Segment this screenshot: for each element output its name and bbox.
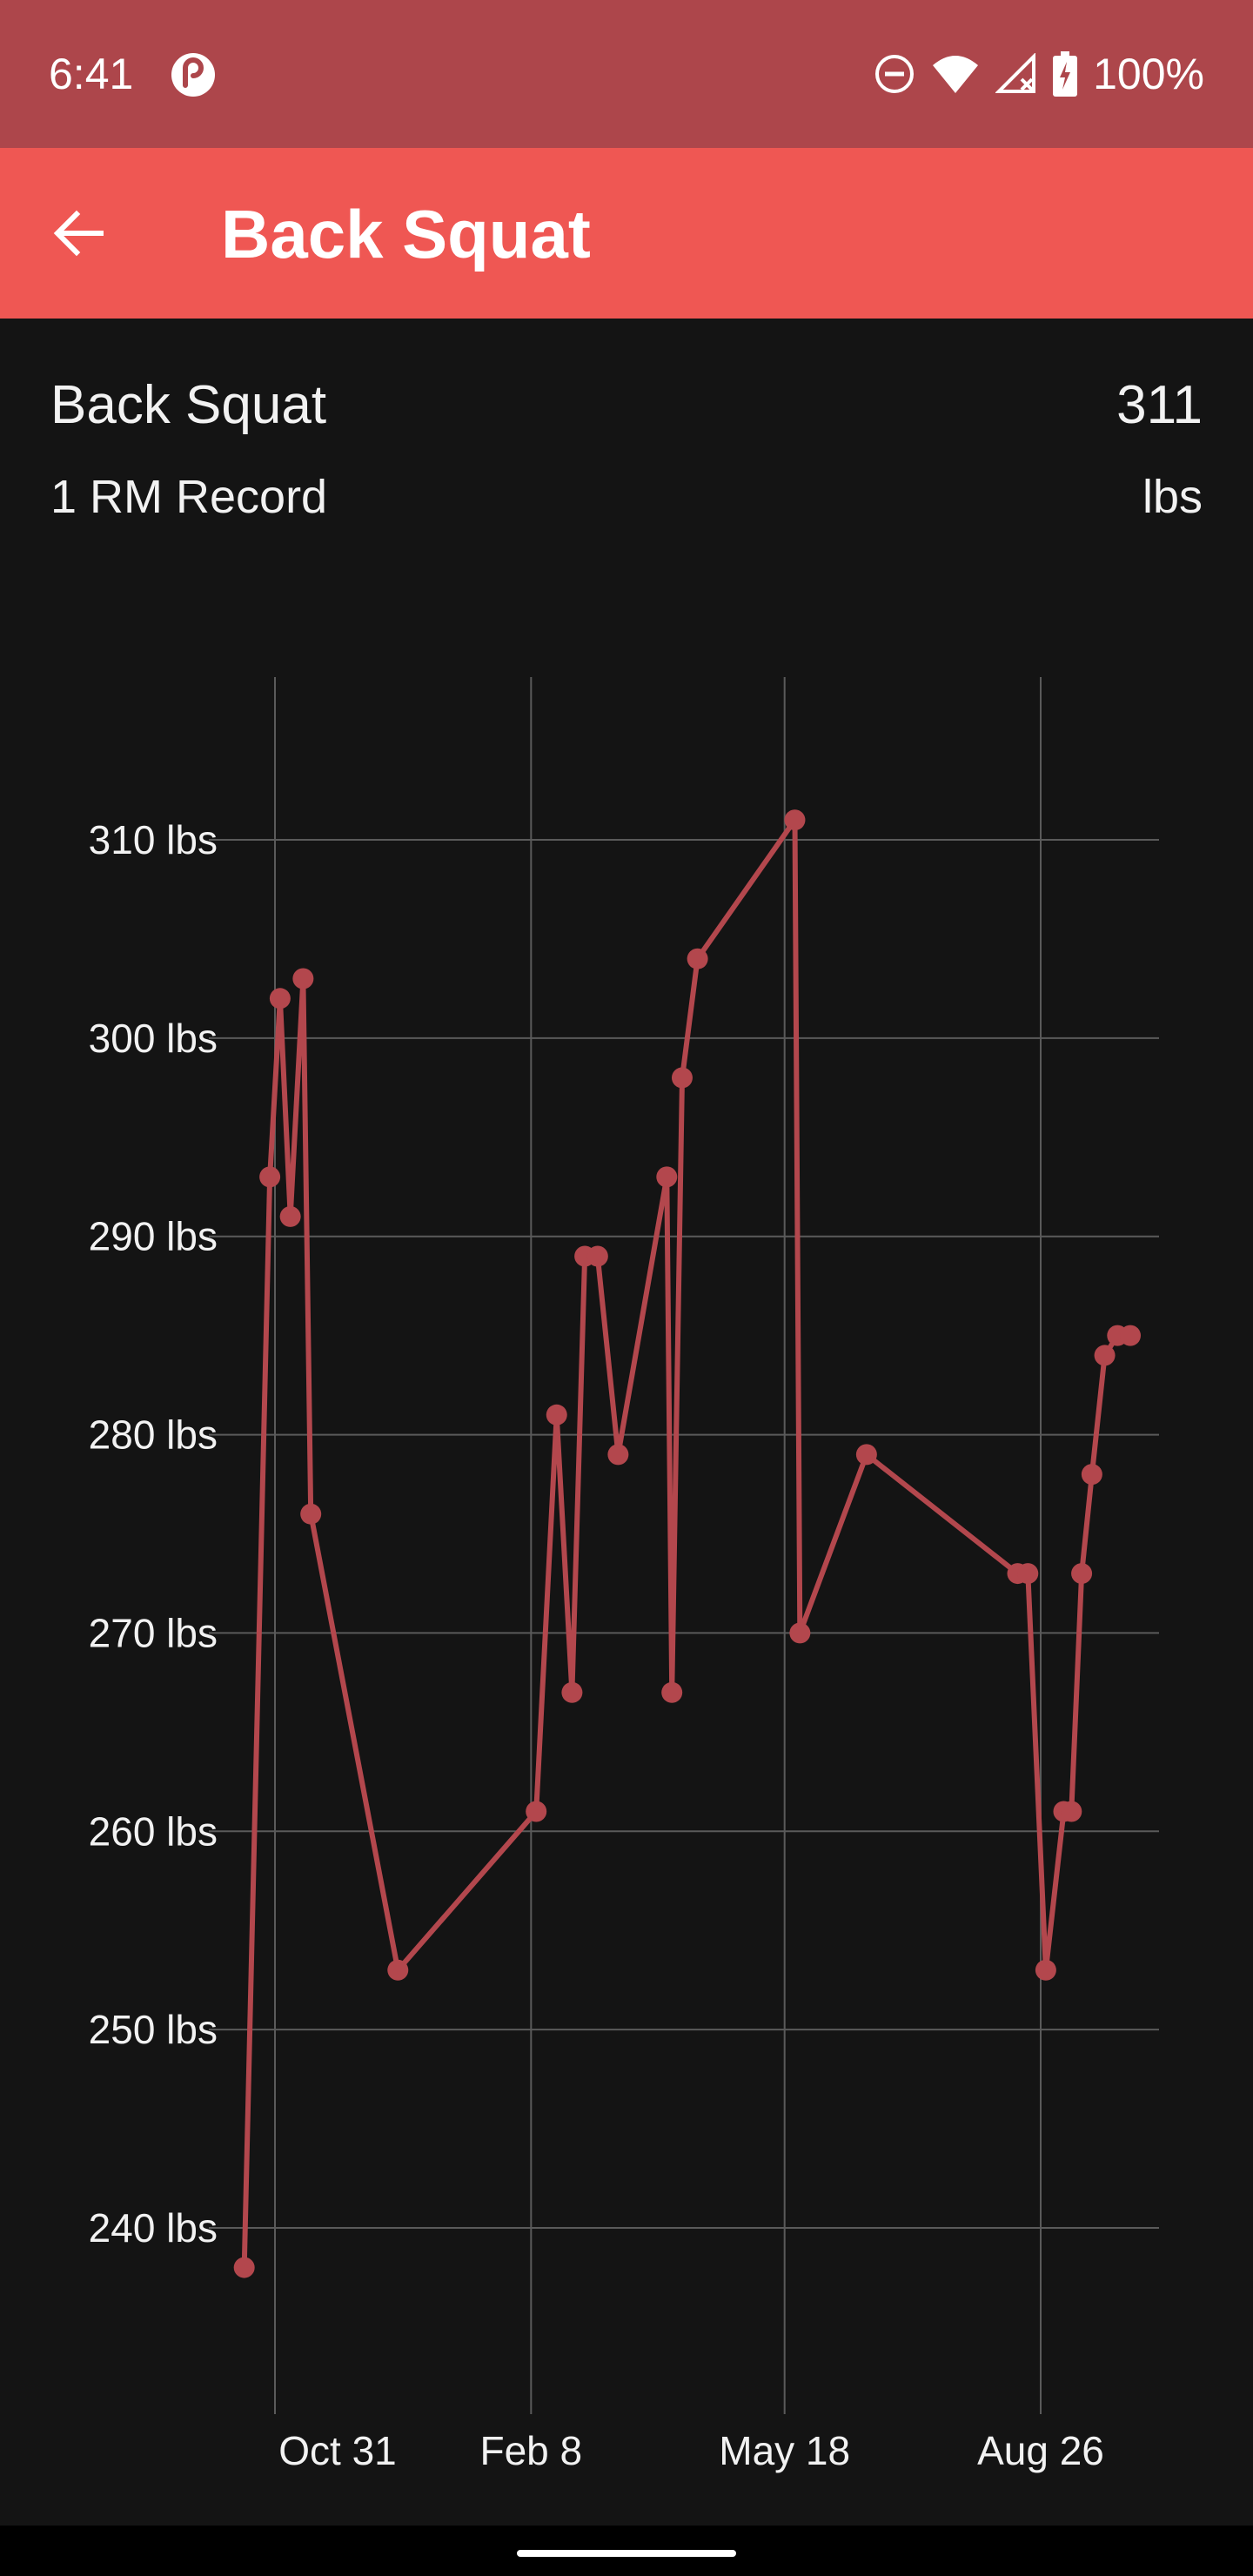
record-value: 311 <box>1116 375 1203 435</box>
series-line <box>241 817 1130 2268</box>
data-point[interactable] <box>292 968 314 989</box>
y-axis-labels: 240 lbs 250 lbs 260 lbs 270 lbs 280 lbs 290 l… <box>89 817 218 2251</box>
y-tick-label: 240 lbs <box>89 2205 218 2251</box>
y-tick-label: 250 lbs <box>89 2007 218 2052</box>
data-point[interactable] <box>789 1622 811 1644</box>
data-point[interactable] <box>561 1681 583 1703</box>
record-summary: Back Squat 311 1 RM Record lbs <box>0 319 1253 580</box>
y-tick-label: 300 lbs <box>89 1016 218 1061</box>
status-bar: 6:41 100% <box>0 0 1253 148</box>
data-point[interactable] <box>671 1067 693 1089</box>
data-point[interactable] <box>607 1444 629 1466</box>
x-tick-label: Aug 26 <box>977 2428 1104 2473</box>
back-button[interactable] <box>35 190 122 277</box>
record-label: 1 RM Record <box>50 471 328 523</box>
data-point[interactable] <box>784 809 806 831</box>
data-point[interactable] <box>586 1245 608 1267</box>
data-point[interactable] <box>1071 1563 1093 1585</box>
data-point[interactable] <box>546 1404 567 1426</box>
chart-series <box>233 809 1142 2278</box>
y-tick-label: 270 lbs <box>89 1610 218 1655</box>
x-tick-label: Feb 8 <box>479 2428 582 2473</box>
data-point[interactable] <box>687 948 708 969</box>
wifi-icon <box>933 56 979 93</box>
data-point[interactable] <box>661 1681 683 1703</box>
x-tick-label: May 18 <box>719 2428 850 2473</box>
y-tick-label: 260 lbs <box>89 1808 218 1854</box>
cell-signal-icon <box>995 53 1036 93</box>
page-title: Back Squat <box>221 196 591 272</box>
pocket-casts-icon <box>171 53 215 97</box>
data-point[interactable] <box>855 1444 877 1466</box>
x-axis-labels: Oct 31 Feb 8 May 18 Aug 26 <box>278 2428 1104 2473</box>
data-point[interactable] <box>1035 1959 1056 1981</box>
home-handle[interactable] <box>517 2550 736 2557</box>
data-point[interactable] <box>1094 1345 1116 1366</box>
y-tick-label: 290 lbs <box>89 1214 218 1259</box>
app-bar: Back Squat <box>0 148 1253 319</box>
y-tick-label: 280 lbs <box>89 1412 218 1458</box>
data-point[interactable] <box>1120 1325 1142 1346</box>
battery-charging-icon <box>1053 51 1078 97</box>
data-point[interactable] <box>1081 1464 1102 1486</box>
data-point[interactable] <box>1061 1801 1082 1822</box>
status-icons: 100% <box>874 45 1204 103</box>
navigation-bar <box>0 2526 1253 2576</box>
status-time: 6:41 <box>49 50 134 98</box>
record-unit: lbs <box>1142 471 1203 523</box>
data-point[interactable] <box>279 1205 301 1227</box>
y-tick-label: 310 lbs <box>89 817 218 862</box>
data-point[interactable] <box>387 1959 409 1981</box>
x-tick-label: Oct 31 <box>278 2428 397 2473</box>
data-point[interactable] <box>526 1801 547 1822</box>
do-not-disturb-icon <box>875 55 915 93</box>
data-point[interactable] <box>233 2257 255 2278</box>
data-point[interactable] <box>259 1166 281 1188</box>
data-point[interactable] <box>269 988 291 1010</box>
battery-percentage: 100% <box>1093 50 1204 98</box>
data-point[interactable] <box>656 1166 678 1188</box>
data-point[interactable] <box>1017 1563 1039 1585</box>
progress-line-chart: 240 lbs 250 lbs 260 lbs 270 lbs 280 lbs 290 l… <box>89 677 1159 2473</box>
chart-grid <box>209 677 1159 2414</box>
data-point[interactable] <box>300 1503 322 1525</box>
arrow-back-icon <box>53 210 104 257</box>
exercise-name: Back Squat <box>50 375 327 435</box>
